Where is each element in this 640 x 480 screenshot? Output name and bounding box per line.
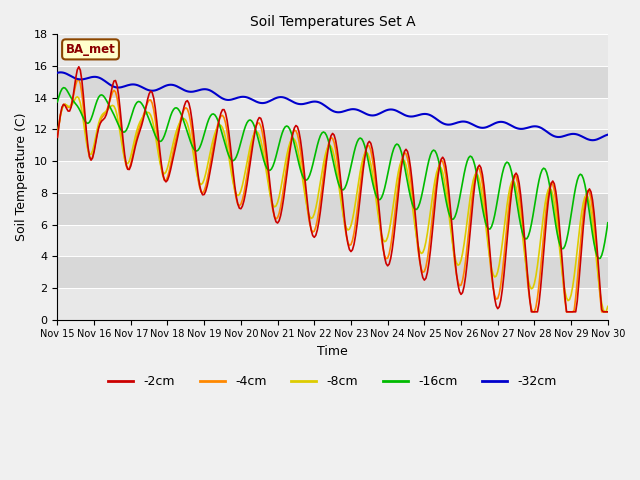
Bar (58, 98, 608, 130)
X-axis label: Time: Time (317, 345, 348, 358)
Text: BA_met: BA_met (66, 43, 115, 56)
Bar (58, 225, 608, 256)
Bar (58, 256, 608, 288)
Title: Soil Temperatures Set A: Soil Temperatures Set A (250, 15, 415, 29)
Legend: -2cm, -4cm, -8cm, -16cm, -32cm: -2cm, -4cm, -8cm, -16cm, -32cm (104, 371, 562, 394)
Bar (58, 35, 608, 66)
Y-axis label: Soil Temperature (C): Soil Temperature (C) (15, 113, 28, 241)
Bar (58, 130, 608, 161)
Bar (58, 66, 608, 98)
Bar (58, 193, 608, 225)
Bar (58, 161, 608, 193)
Bar (58, 288, 608, 320)
